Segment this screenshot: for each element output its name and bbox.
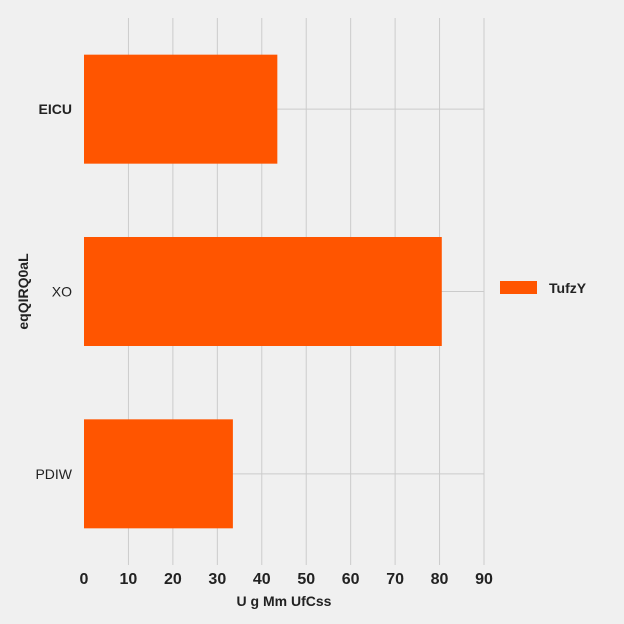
x-tick-label-9: 90 xyxy=(475,571,493,588)
legend: TufzY xyxy=(500,280,587,296)
x-tick-label-8: 80 xyxy=(431,571,449,588)
x-axis-label: U g Mm UfCss xyxy=(237,593,332,609)
category-label-xo: XO xyxy=(52,284,72,300)
x-tick-label-3: 30 xyxy=(208,571,226,588)
y-axis-categories: EICU XO PDIW xyxy=(35,101,72,482)
x-axis-ticks: 0 10 20 30 40 50 60 70 80 90 xyxy=(80,571,493,588)
x-tick-label-6: 60 xyxy=(342,571,360,588)
x-tick-label-0: 0 xyxy=(80,571,89,588)
bar-xo xyxy=(84,237,442,346)
x-tick-label-2: 20 xyxy=(164,571,182,588)
legend-label: TufzY xyxy=(549,280,587,296)
bar-eicu xyxy=(84,54,278,164)
legend-swatch xyxy=(500,281,537,294)
y-axis-label: eqQIRQ0aL xyxy=(15,253,31,330)
category-label-eicu: EICU xyxy=(39,101,72,117)
bars xyxy=(84,54,442,529)
x-tick-label-1: 10 xyxy=(120,571,138,588)
x-tick-label-4: 40 xyxy=(253,571,271,588)
bar-pdiw xyxy=(84,419,233,529)
category-label-pdiw: PDIW xyxy=(35,466,72,482)
x-tick-label-5: 50 xyxy=(297,571,315,588)
x-tick-label-7: 70 xyxy=(386,571,404,588)
